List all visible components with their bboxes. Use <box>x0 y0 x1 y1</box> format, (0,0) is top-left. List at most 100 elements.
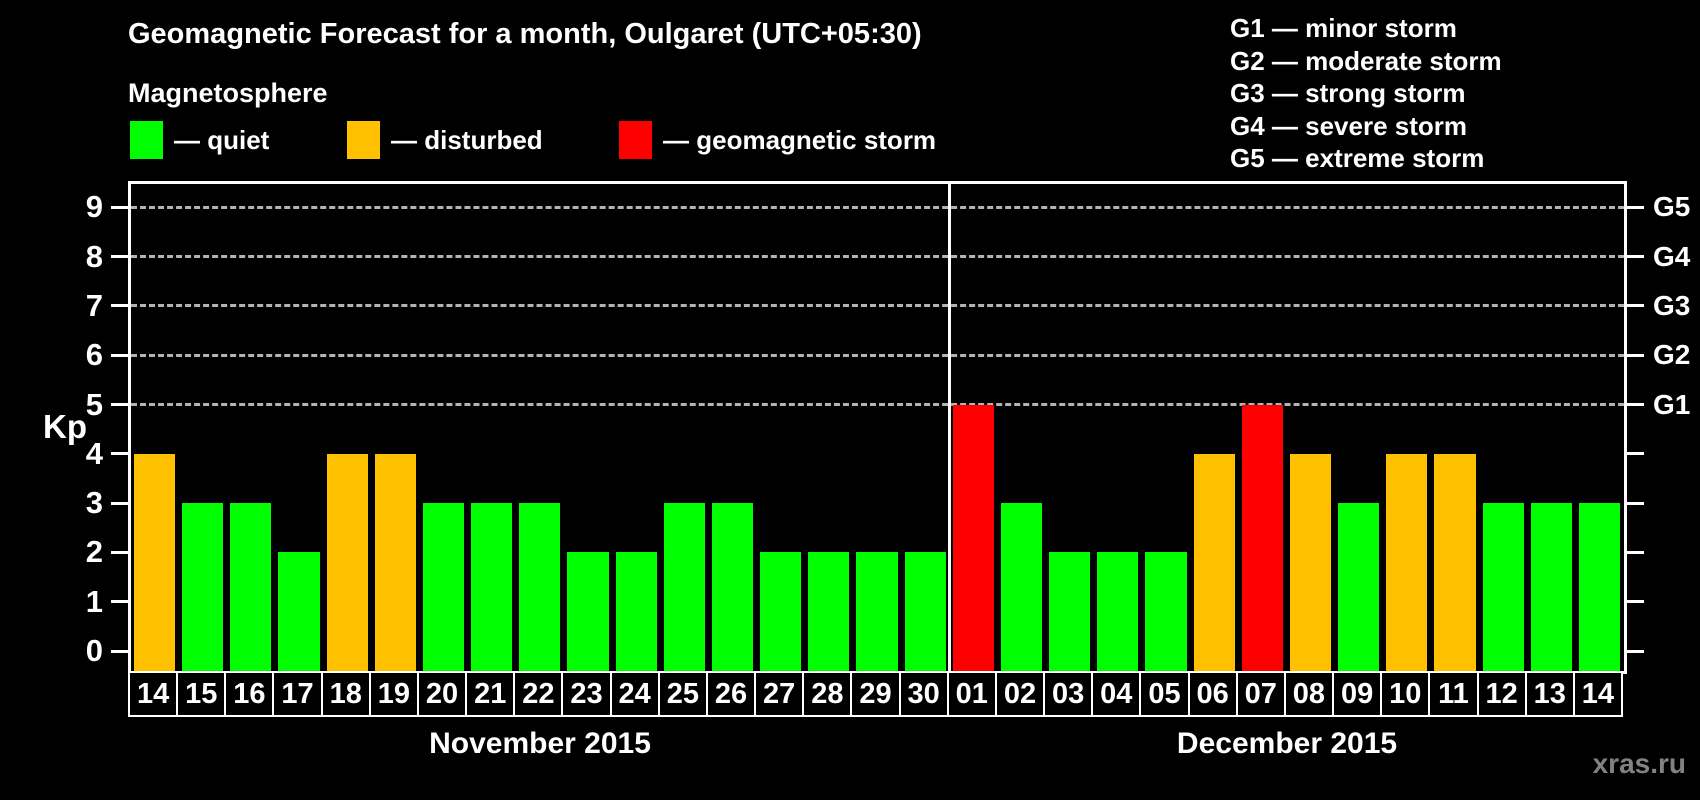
day-label-dec-11: 11 <box>1428 671 1479 717</box>
day-label-nov-20: 20 <box>416 671 468 717</box>
gridline-kp-5 <box>131 403 1624 406</box>
page-title: Geomagnetic Forecast for a month, Oulgar… <box>128 18 922 50</box>
kp-bar-day-25-nov <box>663 503 705 671</box>
legend-label-storm: — geomagnetic storm <box>663 124 937 155</box>
kp-bar-day-18-nov <box>326 453 368 671</box>
storm-color-swatch <box>619 121 652 159</box>
kp-bar-day-12-dec <box>1482 503 1524 671</box>
disturbed-color-swatch <box>347 121 380 159</box>
right-axis-label-g1: G1 <box>1653 388 1691 420</box>
day-label-nov-19: 19 <box>368 671 419 717</box>
day-label-dec-05: 05 <box>1139 671 1190 717</box>
plot-area <box>128 181 1627 674</box>
left-tick-kp-9 <box>111 205 128 209</box>
kp-bar-day-20-nov <box>422 503 465 671</box>
storm-scale-line-g4: G4 — severe storm <box>1230 110 1468 141</box>
gridline-kp-8 <box>131 255 1624 259</box>
storm-scale-line-g1: G1 — minor storm <box>1230 13 1457 43</box>
left-tick-kp-1 <box>111 600 128 604</box>
kp-bar-day-04-dec <box>1097 552 1139 671</box>
gridline-kp-9 <box>131 205 1624 209</box>
left-tick-kp-2 <box>111 550 128 554</box>
left-tick-kp-0 <box>111 649 128 653</box>
day-label-dec-12: 12 <box>1476 671 1527 717</box>
day-label-nov-25: 25 <box>657 671 708 717</box>
left-tick-kp-3 <box>111 501 128 505</box>
day-label-nov-17: 17 <box>272 671 323 717</box>
right-axis-label-g3: G3 <box>1653 289 1691 321</box>
day-label-dec-01: 01 <box>946 671 997 717</box>
day-label-nov-15: 15 <box>176 671 227 717</box>
left-tick-kp-7 <box>111 304 128 308</box>
kp-bar-day-19-nov <box>374 453 416 671</box>
kp-bar-day-11-dec <box>1434 453 1476 671</box>
day-label-nov-21: 21 <box>465 671 516 717</box>
y-axis-label-kp: Kp <box>43 408 87 445</box>
y-axis-tick-label-2: 2 <box>85 534 103 570</box>
kp-bar-day-08-dec <box>1289 453 1332 671</box>
y-axis-tick-label-7: 7 <box>85 287 103 323</box>
right-axis-label-g5: G5 <box>1653 191 1691 223</box>
kp-bar-day-23-nov <box>567 552 609 671</box>
kp-bar-day-14-nov <box>134 453 176 671</box>
day-label-dec-07: 07 <box>1235 671 1286 717</box>
kp-bar-day-07-dec <box>1241 404 1283 671</box>
kp-bar-day-14-dec <box>1578 503 1620 671</box>
kp-bar-day-01-dec <box>952 404 994 671</box>
right-tick-kp-1 <box>1627 600 1644 604</box>
kp-bar-day-02-dec <box>1000 503 1043 671</box>
day-label-dec-14: 14 <box>1572 671 1623 717</box>
kp-bar-day-03-dec <box>1049 552 1091 671</box>
day-label-nov-29: 29 <box>850 671 901 717</box>
legend-label-quiet: — quiet <box>174 124 270 155</box>
kp-bar-day-05-dec <box>1145 552 1187 671</box>
day-label-dec-03: 03 <box>1043 671 1094 717</box>
y-axis-tick-label-8: 8 <box>85 238 103 274</box>
left-tick-kp-4 <box>111 452 128 456</box>
right-tick-kp-7 <box>1627 304 1644 308</box>
right-axis-label-g4: G4 <box>1653 240 1691 272</box>
y-axis-tick-label-0: 0 <box>85 633 103 668</box>
kp-bar-day-21-nov <box>471 503 513 671</box>
plot-inner <box>131 184 1624 671</box>
day-label-nov-24: 24 <box>609 671 660 717</box>
kp-bar-day-28-nov <box>808 552 850 671</box>
legend-item-quiet: — quiet <box>130 120 269 160</box>
day-label-dec-06: 06 <box>1187 671 1238 717</box>
day-label-nov-22: 22 <box>513 671 564 717</box>
kp-bar-day-22-nov <box>519 503 561 671</box>
right-tick-kp-9 <box>1627 205 1644 209</box>
right-tick-kp-3 <box>1627 501 1644 505</box>
left-tick-kp-5 <box>111 403 128 406</box>
y-axis-tick-label-9: 9 <box>85 189 103 225</box>
day-label-dec-02: 02 <box>994 671 1046 717</box>
day-label-nov-14: 14 <box>128 671 179 717</box>
quiet-color-swatch <box>130 121 163 159</box>
left-tick-kp-6 <box>111 353 128 357</box>
y-axis-tick-label-4: 4 <box>85 435 103 471</box>
kp-bar-day-10-dec <box>1386 453 1428 671</box>
y-axis-tick-label-5: 5 <box>85 386 103 422</box>
day-label-nov-28: 28 <box>802 671 853 717</box>
day-label-dec-08: 08 <box>1283 671 1335 717</box>
legend-item-disturbed: — disturbed <box>347 120 543 160</box>
kp-bar-day-17-nov <box>278 552 320 671</box>
storm-scale-line-g2: G2 — moderate storm <box>1230 45 1502 76</box>
kp-bar-day-13-dec <box>1530 503 1572 671</box>
month-label-december: December 2015 <box>1176 727 1398 760</box>
right-axis-label-g2: G2 <box>1653 339 1691 371</box>
kp-bar-day-24-nov <box>615 552 657 671</box>
day-label-nov-18: 18 <box>320 671 371 717</box>
y-axis-tick-label-6: 6 <box>85 337 103 373</box>
kp-bar-day-16-nov <box>230 503 272 671</box>
kp-bar-day-09-dec <box>1338 503 1380 671</box>
day-label-dec-04: 04 <box>1091 671 1142 717</box>
right-tick-kp-4 <box>1627 452 1644 456</box>
gridline-kp-7 <box>131 304 1624 308</box>
month-separator-line <box>948 184 952 671</box>
kp-bar-day-27-nov <box>760 552 802 671</box>
magnetosphere-subtitle: Magnetosphere <box>128 78 328 108</box>
right-tick-kp-5 <box>1627 403 1644 406</box>
day-axis-strip: 14 15 16 17 18 19 20 21 22 23 24 25 26 27 28 29 30 01 02 03… <box>128 671 1628 719</box>
